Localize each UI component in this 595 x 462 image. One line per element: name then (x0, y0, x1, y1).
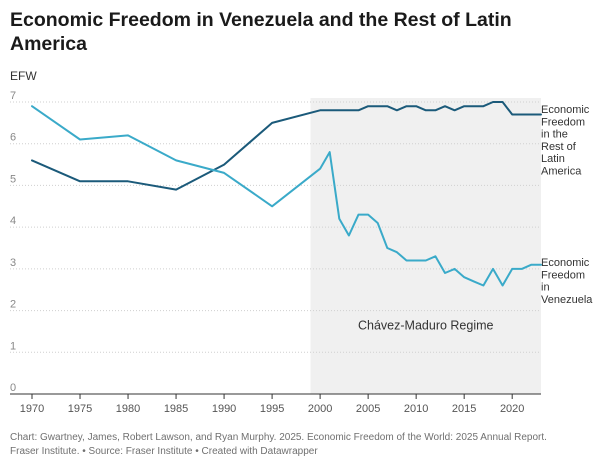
y-tick-label-3: 3 (10, 257, 16, 269)
y-tick-label-0: 0 (10, 382, 16, 394)
y-tick-label-5: 5 (10, 173, 16, 185)
x-tick-label-2015: 2015 (452, 403, 476, 415)
x-tick-label-1985: 1985 (164, 403, 188, 415)
x-tick-label-1975: 1975 (68, 403, 92, 415)
y-tick-label-6: 6 (10, 132, 16, 144)
y-tick-label-7: 7 (10, 90, 16, 102)
x-tick-label-1980: 1980 (116, 403, 140, 415)
regime-shaded-region (310, 98, 541, 394)
series-label-latin-america: Economic Freedom in the Rest of Latin America (541, 104, 590, 178)
x-tick-label-2005: 2005 (356, 403, 380, 415)
y-tick-label-2: 2 (10, 299, 16, 311)
x-tick-label-1995: 1995 (260, 403, 284, 415)
x-tick-label-1990: 1990 (212, 403, 236, 415)
regime-label: Chávez-Maduro Regime (358, 318, 494, 332)
footer-credit-line-2: Fraser Institute. • Source: Fraser Insti… (10, 446, 318, 457)
chart-footer: Chart: Gwartney, James, Robert Lawson, a… (10, 431, 590, 459)
series-label-venezuela: Economic Freedom in Venezuela (541, 257, 593, 306)
y-tick-label-1: 1 (10, 340, 16, 352)
line-chart: 0 1 2 3 4 5 6 7 1970 1975 1980 1985 1990 1995 2000 2005… (10, 90, 593, 415)
y-axis-label: EFW (10, 69, 37, 83)
x-tick-label-2000: 2000 (308, 403, 332, 415)
footer-credit-line-1: Chart: Gwartney, James, Robert Lawson, a… (10, 432, 547, 443)
x-tick-label-2010: 2010 (404, 403, 428, 415)
x-tick-label-2020: 2020 (500, 403, 524, 415)
series-line-venezuela (31, 105, 542, 287)
y-tick-label-4: 4 (10, 215, 16, 227)
series-line-latin-america (31, 101, 542, 191)
chart-title: Economic Freedom in Venezuela and the Re… (10, 9, 512, 55)
x-tick-label-1970: 1970 (20, 403, 44, 415)
